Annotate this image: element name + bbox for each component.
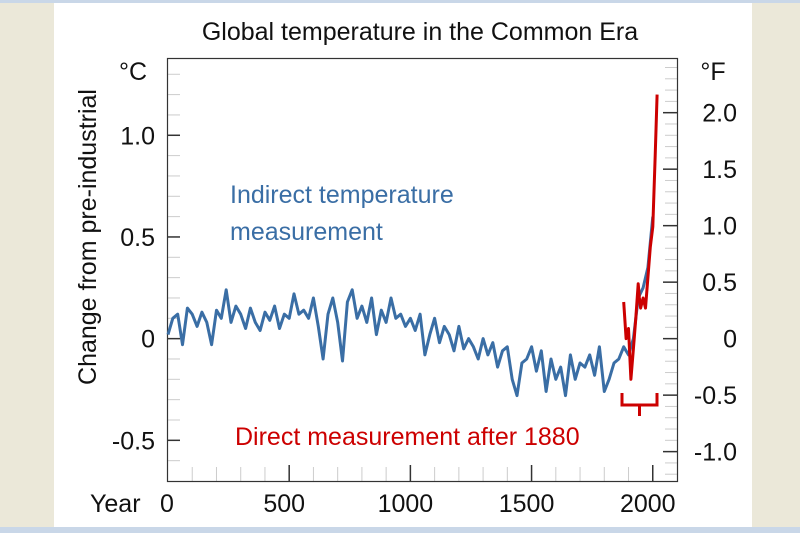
y-tick-label-left: 1.0 [120, 122, 155, 150]
plot-frame [166, 57, 679, 483]
indirect-annotation-line1: Indirect temperature [230, 181, 454, 209]
y-tick-label-right: 1.0 [702, 213, 737, 241]
y-tick-label-left: -0.5 [112, 427, 155, 455]
y-tick-label-left: 0.5 [120, 224, 155, 252]
y-tick-label-right: 0 [723, 326, 737, 354]
direct-measurement-line [622, 94, 659, 381]
x-axis-label-year: Year [90, 490, 141, 518]
direct-annotation: Direct measurement after 1880 [235, 423, 580, 451]
y-tick-label-right: 2.0 [702, 100, 737, 128]
x-tick-label: 1000 [378, 490, 434, 518]
chart-title: Global temperature in the Common Era [202, 18, 638, 46]
y-tick-label-right: 1.5 [702, 156, 737, 184]
y-tick-label-right: -0.5 [694, 382, 737, 410]
x-tick-label: 2000 [620, 490, 676, 518]
y-axis-label: Change from pre-industrial [74, 89, 102, 385]
y-unit-left: °C [119, 58, 147, 86]
y-tick-label-left: 0 [141, 326, 155, 354]
direct-measurement-bracket [620, 393, 659, 416]
x-tick-label: 1500 [499, 490, 555, 518]
x-tick-label: 0 [160, 490, 174, 518]
indirect-temperature-line [166, 216, 655, 398]
y-tick-label-right: 0.5 [702, 269, 737, 297]
x-tick-label: 500 [263, 490, 305, 518]
window-top-strip [0, 0, 800, 3]
y-unit-right: °F [700, 58, 725, 86]
indirect-annotation-line2: measurement [230, 218, 383, 246]
y-tick-label-right: -1.0 [694, 439, 737, 467]
window-bottom-strip [0, 527, 800, 533]
